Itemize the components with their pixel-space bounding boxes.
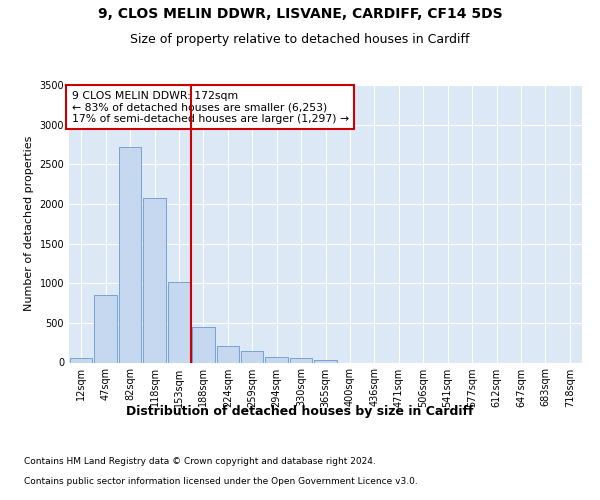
Text: Contains HM Land Registry data © Crown copyright and database right 2024.: Contains HM Land Registry data © Crown c… (24, 458, 376, 466)
Bar (167, 282, 190, 362)
Text: Contains public sector information licensed under the Open Government Licence v3: Contains public sector information licen… (24, 478, 418, 486)
Bar (192, 327, 215, 362)
Text: Size of property relative to detached houses in Cardiff: Size of property relative to detached ho… (130, 32, 470, 46)
Bar (143, 198, 166, 362)
Text: 9 CLOS MELIN DDWR: 172sqm
← 83% of detached houses are smaller (6,253)
17% of se: 9 CLOS MELIN DDWR: 172sqm ← 83% of detac… (71, 90, 349, 124)
Bar (241, 350, 263, 362)
Bar (94, 295, 117, 362)
Bar (314, 360, 337, 362)
Bar (70, 358, 92, 362)
Text: 9, CLOS MELIN DDWR, LISVANE, CARDIFF, CF14 5DS: 9, CLOS MELIN DDWR, LISVANE, CARDIFF, CF… (98, 8, 502, 22)
Y-axis label: Number of detached properties: Number of detached properties (24, 136, 34, 312)
Bar (265, 357, 288, 362)
Bar (217, 346, 239, 362)
Bar (119, 147, 142, 362)
Bar (290, 358, 313, 362)
Text: Distribution of detached houses by size in Cardiff: Distribution of detached houses by size … (126, 405, 474, 418)
